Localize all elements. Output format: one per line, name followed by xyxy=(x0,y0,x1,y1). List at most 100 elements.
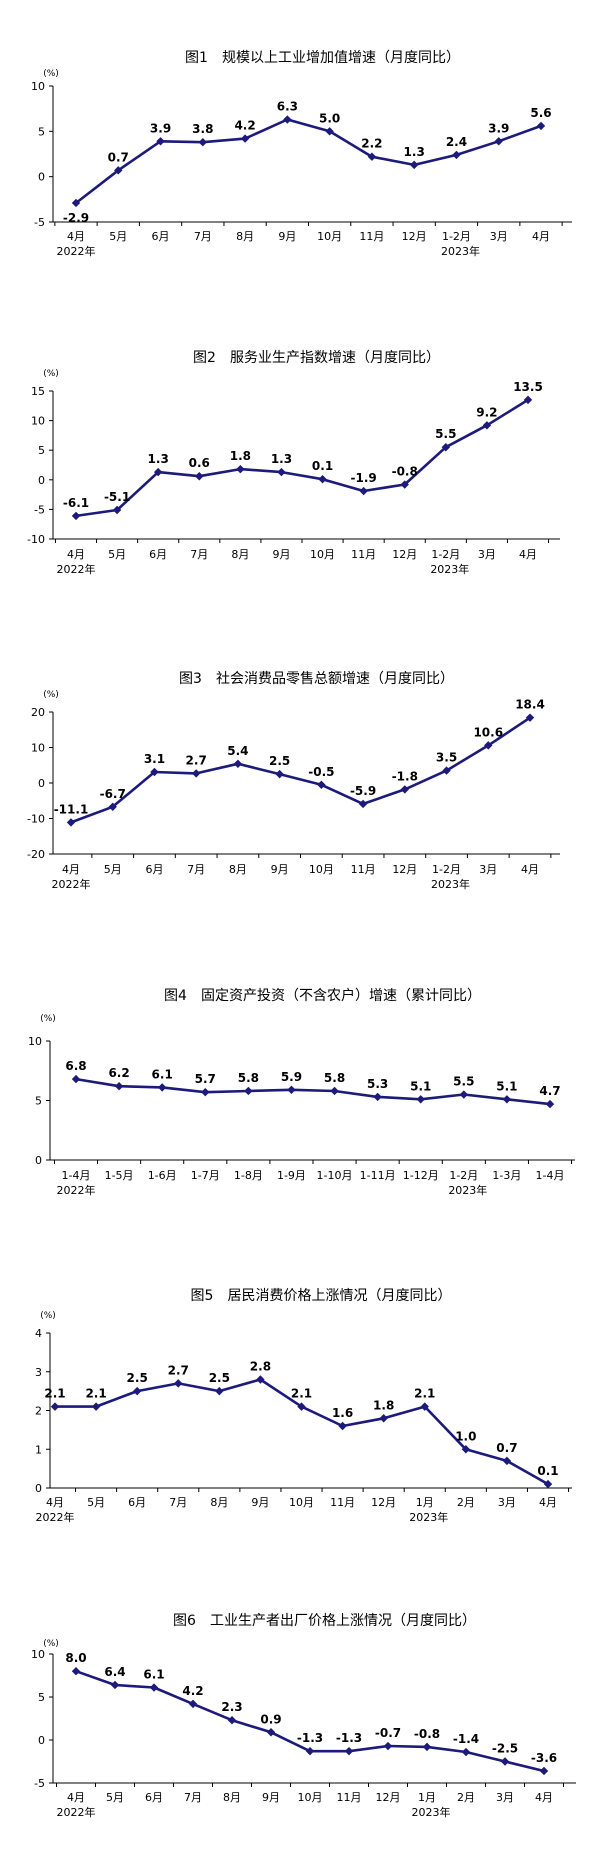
chart-2-y-tick-label: 10 xyxy=(31,415,45,428)
chart-5-value-label: 0.7 xyxy=(496,1441,517,1455)
chart-2-category-label: 8月 xyxy=(231,548,249,561)
chart-1-value-label: 3.9 xyxy=(150,121,171,135)
chart-5-category-label: 9月 xyxy=(251,1496,269,1509)
chart-4-value-label: 6.8 xyxy=(65,1059,86,1073)
chart-4-data-point xyxy=(459,1090,469,1099)
chart-5-category-label: 12月 xyxy=(371,1496,396,1509)
chart-5-data-point xyxy=(338,1421,347,1431)
chart-3-year-label: 2023年 xyxy=(431,877,470,891)
chart-3-data-point xyxy=(358,799,368,809)
chart-5-data-point xyxy=(174,1379,183,1388)
chart-1-category-label: 8月 xyxy=(236,230,254,243)
chart-3-value-label: 18.4 xyxy=(515,698,545,712)
chart-3-category-label: 10月 xyxy=(309,863,334,876)
chart-2-value-label: 1.3 xyxy=(148,452,169,466)
chart-3-category-label: 11月 xyxy=(351,863,376,876)
chart-3-data-point xyxy=(400,785,410,794)
chart-6-category-label: 7月 xyxy=(184,1791,202,1804)
chart-3-y-tick-label: 0 xyxy=(38,777,45,790)
chart-2-category-label: 1-2月 xyxy=(431,548,460,561)
chart-2-title: 图2 服务业生产指数增速（月度同比） xyxy=(193,350,440,366)
chart-5-unit: (%) xyxy=(40,1311,56,1321)
chart-6-data-point xyxy=(71,1667,81,1676)
chart-6-category-label: 4月 xyxy=(535,1791,553,1804)
chart-3-data-point xyxy=(484,741,493,750)
chart-5-year-label: 2023年 xyxy=(409,1510,448,1524)
chart-2-value-label: -1.9 xyxy=(351,471,377,485)
chart-3-data-point xyxy=(108,802,117,811)
chart-3-value-label: -1.8 xyxy=(392,769,418,783)
chart-1-data-point xyxy=(536,121,546,131)
chart-2-y-tick-label: 15 xyxy=(31,385,45,398)
chart-1-value-label: 6.3 xyxy=(277,100,298,114)
chart-5-data-point xyxy=(297,1402,306,1411)
chart-6-series-line xyxy=(75,1669,545,1773)
chart-1-value-label: 1.3 xyxy=(404,145,425,159)
chart-1-value-label: 4.2 xyxy=(234,119,255,133)
chart-6-value-label: 2.3 xyxy=(221,1700,242,1714)
chart-6-data-point xyxy=(227,1716,237,1725)
chart-2-category-label: 5月 xyxy=(108,548,126,561)
chart-2-value-label: 13.5 xyxy=(513,380,543,394)
chart-6-value-label: -3.6 xyxy=(531,1751,557,1765)
chart-2-category-label: 4月 xyxy=(519,548,537,561)
chart-5-year-label: 2022年 xyxy=(36,1510,75,1524)
chart-1-data-point xyxy=(367,152,377,161)
chart-3-value-label: 2.5 xyxy=(269,754,290,768)
chart-1-y-tick-label: 10 xyxy=(31,80,45,93)
chart-3-category-label: 3月 xyxy=(479,863,497,876)
chart-2-value-label: -0.8 xyxy=(392,465,418,479)
chart-4-value-label: 5.1 xyxy=(496,1079,517,1093)
chart-4-data-point xyxy=(71,1074,81,1084)
chart-1-category-label: 6月 xyxy=(152,230,170,243)
chart-2-value-label: 9.2 xyxy=(476,405,497,419)
chart-1-y-tick-label: 0 xyxy=(38,171,45,184)
chart-2-data-point xyxy=(153,467,163,477)
chart-3-data-point xyxy=(275,769,284,779)
chart-4-value-label: 6.2 xyxy=(108,1066,129,1080)
chart-6-category-label: 1月 xyxy=(418,1791,436,1804)
chart-5-y-tick-label: 4 xyxy=(35,1327,42,1340)
chart-1-title: 图1 规模以上工业增加值增速（月度同比） xyxy=(185,50,460,66)
chart-3-value-label: 2.7 xyxy=(186,753,207,767)
chart-3-data-point xyxy=(525,713,535,722)
chart-4-y-tick-label: 0 xyxy=(35,1154,42,1167)
chart-3-y-tick-label: 10 xyxy=(31,742,45,755)
chart-6-y-tick-label: -5 xyxy=(34,1777,45,1790)
chart-4-category-label: 1-4月 xyxy=(62,1169,91,1182)
chart-4-year-label: 2023年 xyxy=(448,1183,487,1197)
chart-4-category-label: 1-10月 xyxy=(317,1169,353,1182)
chart-2-value-label: 1.3 xyxy=(271,452,292,466)
chart-4-value-label: 5.8 xyxy=(238,1071,259,1085)
chart-5-y-tick-label: 2 xyxy=(35,1405,42,1418)
chart-2-value-label: -6.1 xyxy=(63,496,89,510)
chart-2-category-label: 9月 xyxy=(272,548,290,561)
chart-2-value-label: 0.6 xyxy=(189,456,210,470)
chart-6-data-point xyxy=(344,1746,354,1756)
chart-6-category-label: 4月 xyxy=(67,1791,85,1804)
chart-5-value-label: 2.5 xyxy=(127,1371,148,1385)
chart-6-value-label: 8.0 xyxy=(65,1651,86,1665)
chart-6-data-point xyxy=(305,1746,315,1756)
chart-4-category-label: 1-4月 xyxy=(536,1169,565,1182)
chart-5-data-point xyxy=(132,1386,142,1396)
chart-4-data-point xyxy=(157,1083,167,1092)
chart-6-data-point xyxy=(110,1680,120,1690)
chart-2-data-point xyxy=(523,395,533,405)
chart-2-data-point xyxy=(482,421,492,430)
chart-6-category-label: 9月 xyxy=(262,1791,280,1804)
chart-4-value-label: 4.7 xyxy=(539,1084,560,1098)
chart-3-value-label: -6.7 xyxy=(100,787,126,801)
chart-5-value-label: 1.6 xyxy=(332,1406,353,1420)
chart-4-data-point xyxy=(114,1082,124,1091)
chart-4-value-label: 5.7 xyxy=(195,1072,216,1086)
chart-4-value-label: 6.1 xyxy=(152,1067,173,1081)
chart-4-y-tick-label: 10 xyxy=(28,1035,42,1048)
chart-1-value-label: 2.2 xyxy=(361,137,382,151)
chart-6-title: 图6 工业生产者出厂价格上涨情况（月度同比） xyxy=(173,1613,476,1629)
chart-5-category-label: 7月 xyxy=(169,1496,187,1509)
chart-5-value-label: 2.8 xyxy=(250,1360,271,1374)
chart-3-y-tick-label: -10 xyxy=(27,813,45,826)
chart-2-data-point xyxy=(441,443,451,452)
